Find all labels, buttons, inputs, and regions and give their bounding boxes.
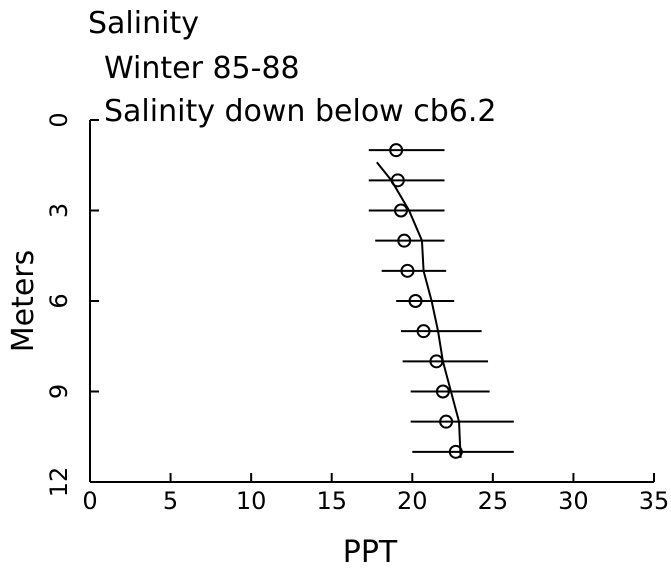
data-point <box>429 354 444 369</box>
data-point <box>389 143 404 158</box>
y-tick-label: 12 <box>45 467 73 498</box>
x-tick-label: 10 <box>236 487 267 515</box>
chart-subtitle-1: Winter 85-88 <box>104 51 300 86</box>
x-axis-label: PPT <box>343 535 398 570</box>
y-axis-ticks: 0 3 6 9 12 <box>45 112 99 497</box>
y-tick-label: 0 <box>45 112 73 127</box>
x-tick-label: 25 <box>478 487 509 515</box>
data-point <box>435 384 450 399</box>
x-axis-ticks: 0 5 10 15 20 25 30 35 <box>82 473 669 515</box>
data-point <box>390 173 405 188</box>
data-point <box>397 233 412 248</box>
x-tick-label: 0 <box>82 487 97 515</box>
data-point <box>408 294 423 308</box>
y-tick-label: 6 <box>45 293 73 308</box>
plot-marks <box>368 143 514 459</box>
profile-line <box>376 161 462 458</box>
data-point <box>394 203 409 218</box>
x-tick-label: 5 <box>163 487 178 515</box>
chart-title: Salinity <box>88 6 199 41</box>
data-point <box>400 263 415 278</box>
x-tick-label: 35 <box>639 487 670 515</box>
x-tick-label: 15 <box>316 487 347 515</box>
y-tick-label: 9 <box>45 384 73 399</box>
y-tick-label: 3 <box>45 203 73 218</box>
chart-subtitle-2: Salinity down below cb6.2 <box>104 94 497 129</box>
y-axis-label: Meters <box>6 250 41 353</box>
data-point <box>439 414 454 429</box>
data-point <box>448 444 463 459</box>
data-point <box>416 324 431 339</box>
x-tick-label: 20 <box>397 487 428 515</box>
x-tick-label: 30 <box>558 487 589 515</box>
